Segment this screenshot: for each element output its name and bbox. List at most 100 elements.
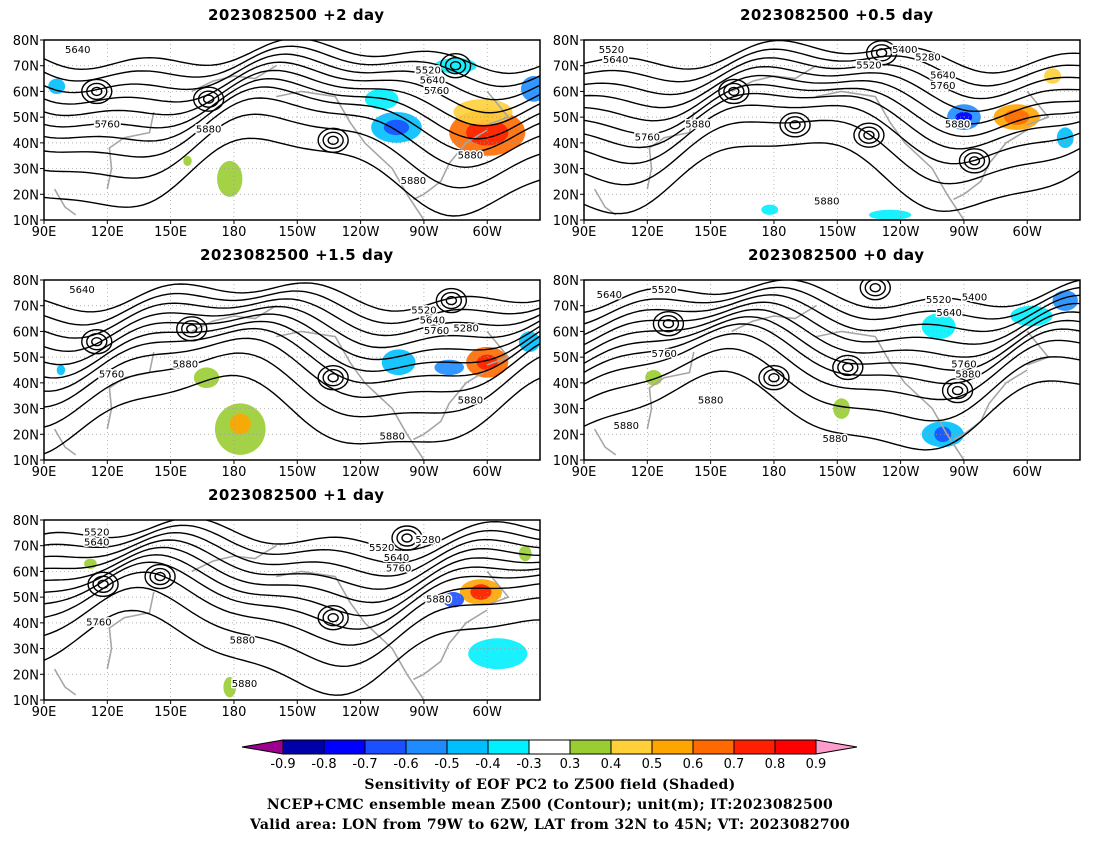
height-contour (44, 524, 540, 564)
contour-label: 5760 (99, 370, 124, 381)
height-contour (44, 571, 540, 646)
lon-tick-label: 150W (278, 465, 316, 480)
height-contour (44, 298, 540, 339)
plot-frame (43, 519, 541, 701)
contour-label: 5280 (915, 53, 940, 64)
closed-contour (439, 53, 472, 79)
lat-tick-label: 10N (13, 694, 39, 709)
contour-label: 5520 (411, 305, 436, 316)
closed-contour (154, 571, 166, 582)
contour-label: 5280 (415, 535, 440, 546)
closed-contour (963, 152, 986, 170)
closed-contour (449, 61, 462, 71)
closed-contour (87, 571, 119, 597)
closed-contour (864, 280, 886, 297)
contour-label: 5880 (955, 370, 980, 381)
height-contour (44, 531, 540, 577)
closed-contour (327, 135, 339, 145)
shading-patch (229, 413, 251, 435)
plot-frame (583, 279, 1081, 461)
shading-patch (48, 78, 66, 94)
lon-tick-label: 60W (473, 705, 503, 720)
closed-contour (728, 86, 740, 97)
colorbar-tick-label: -0.4 (475, 757, 500, 772)
lat-tick-label: 70N (553, 300, 579, 315)
lat-tick-label: 70N (13, 300, 39, 315)
height-contour (584, 57, 1080, 100)
lat-tick-label: 30N (553, 163, 579, 178)
height-contour (584, 119, 1080, 186)
plot-frame (43, 39, 541, 221)
closed-contour (652, 311, 685, 337)
height-contour (584, 316, 1080, 372)
closed-contour (81, 329, 113, 355)
closed-contour (946, 381, 969, 400)
shading-patch (921, 313, 956, 340)
lon-tick-label: 150E (154, 705, 187, 720)
closed-contour (837, 358, 859, 377)
colorbar-max-arrow (815, 739, 858, 755)
lat-tick-label: 10N (13, 214, 39, 229)
colorbar-cell (364, 739, 407, 755)
contour-label: 5520 (599, 45, 624, 56)
closed-contour (322, 369, 344, 387)
coastline (276, 330, 425, 460)
colorbar-tick-label: 0.7 (724, 757, 745, 772)
height-contour (584, 294, 1080, 336)
height-contour (44, 327, 540, 392)
closed-contour (435, 287, 468, 314)
closed-contour (86, 82, 108, 101)
panel-title-3: 2023082500 +1.5 day (200, 246, 394, 264)
closed-contour (842, 362, 854, 373)
lon-tick-label: 180 (222, 705, 247, 720)
shading-patch (833, 398, 850, 419)
closed-contour (968, 156, 981, 166)
colorbar-cell (405, 739, 448, 755)
contour-label: 5520 (84, 527, 109, 538)
lat-tick-label: 60N (13, 565, 39, 580)
lat-tick-label: 70N (13, 60, 39, 75)
lat-tick-label: 80N (13, 34, 39, 49)
contour-label: 5640 (65, 45, 90, 56)
height-contour (584, 347, 1080, 422)
contour-label: 5520 (926, 295, 951, 306)
colorbar-cell (651, 739, 694, 755)
coastline (53, 188, 77, 216)
shading-patch (183, 155, 192, 166)
height-contour (44, 320, 540, 379)
shading-patch (645, 370, 663, 386)
lon-tick-label: 90E (32, 225, 57, 240)
closed-contour (870, 44, 893, 62)
lat-tick-label: 40N (13, 377, 39, 392)
height-contour (44, 45, 540, 88)
lon-tick-label: 60W (473, 225, 503, 240)
contour-label: 5880 (196, 125, 221, 136)
closed-contour (858, 126, 880, 144)
coastline (276, 570, 425, 700)
lon-tick-label: 120W (342, 225, 380, 240)
height-contour (44, 609, 540, 696)
lon-tick-label: 180 (222, 465, 247, 480)
height-contour (44, 561, 540, 630)
contour-label: 5520 (651, 285, 676, 296)
height-contour (44, 586, 540, 668)
height-contour (584, 65, 1080, 113)
coastline (106, 351, 155, 430)
colorbar-min-arrow (241, 739, 284, 755)
shading-patch (383, 119, 410, 136)
shading-patch (217, 160, 243, 197)
contour-label: 5880 (173, 359, 198, 370)
height-contour (44, 352, 540, 428)
closed-contour (192, 86, 225, 112)
lat-tick-label: 40N (553, 377, 579, 392)
coastline (953, 369, 1028, 441)
contour-label: 5880 (698, 395, 723, 406)
closed-contour (869, 283, 881, 293)
lon-tick-label: 120E (631, 465, 664, 480)
closed-contour (202, 94, 215, 104)
height-contour (584, 308, 1080, 358)
lat-tick-label: 50N (13, 591, 39, 606)
caption-line-2: NCEP+CMC ensemble mean Z500 (Contour); u… (266, 797, 834, 813)
lon-tick-label: 90W (409, 225, 439, 240)
